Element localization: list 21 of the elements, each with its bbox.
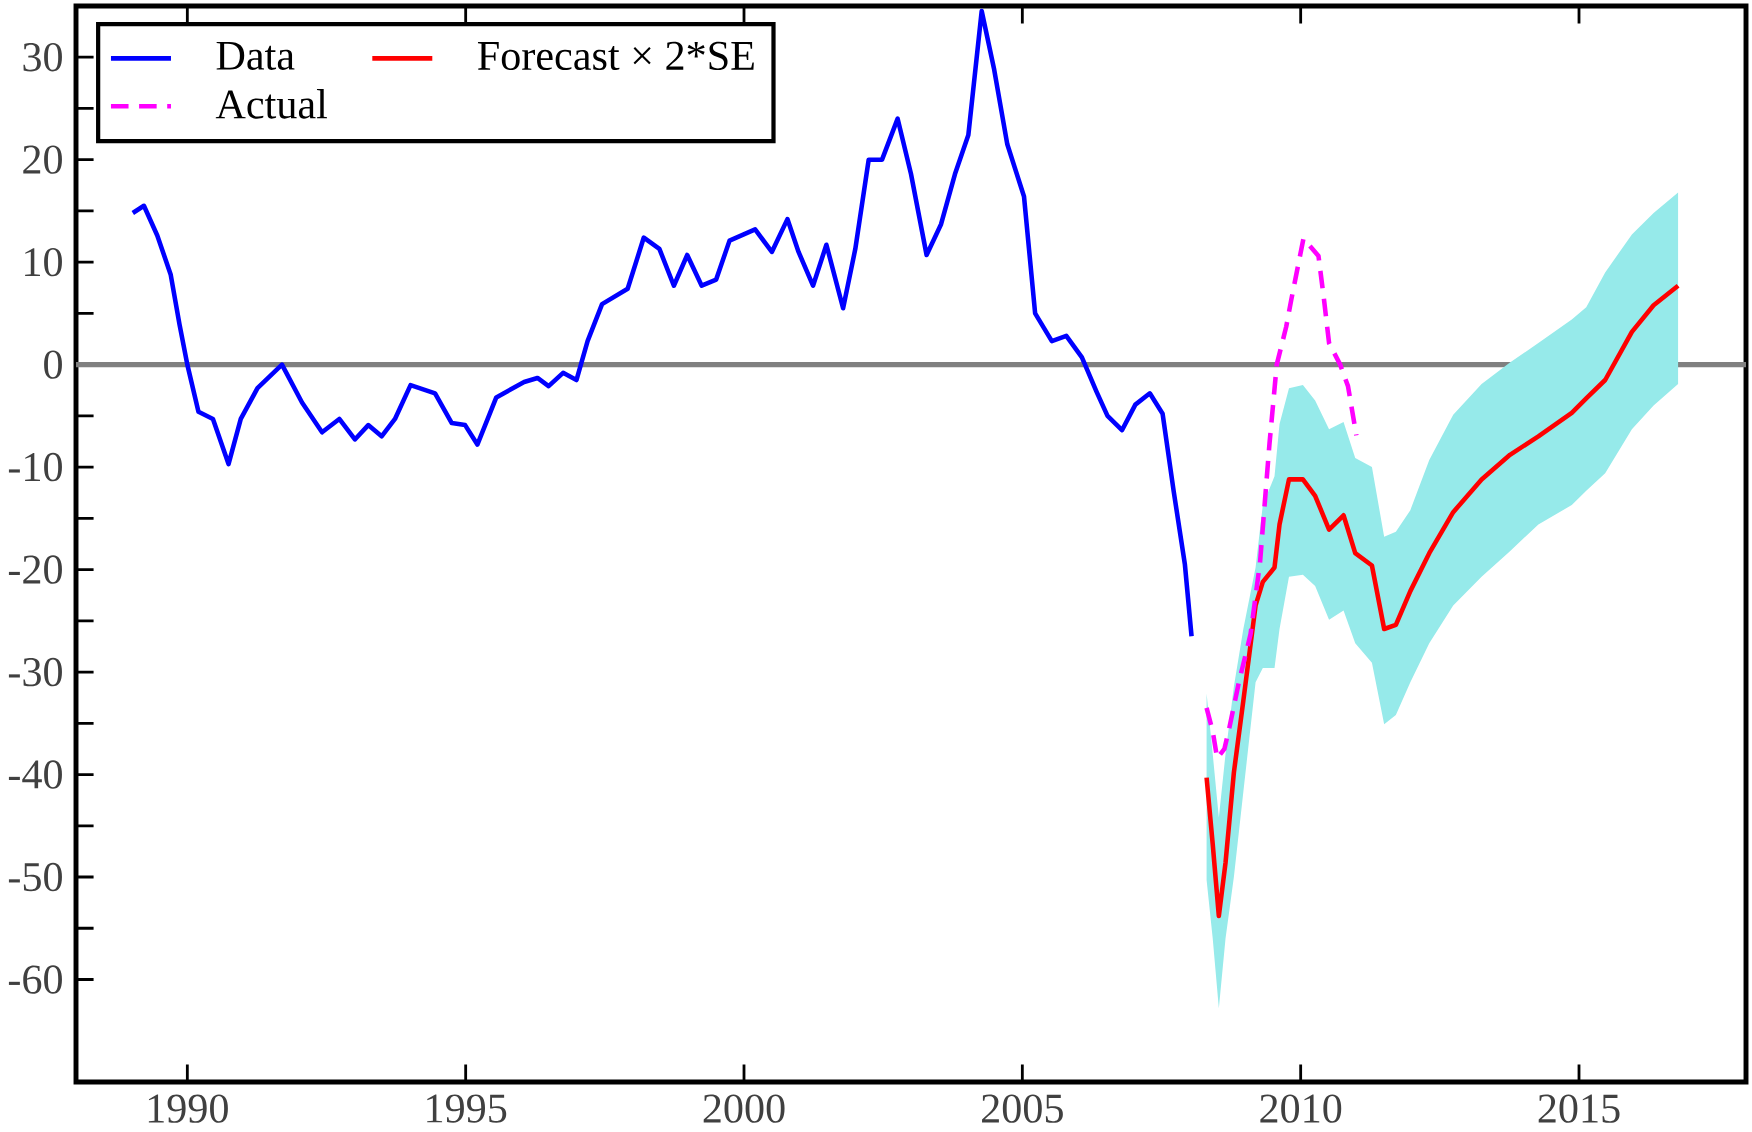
line-series bbox=[130, 8, 1194, 639]
y-tick-label: -40 bbox=[8, 760, 62, 789]
x-tick-label: 2010 bbox=[1260, 1094, 1342, 1123]
y-tick-label: 10 bbox=[25, 247, 62, 277]
x-tick-label: 2005 bbox=[982, 1094, 1063, 1123]
legend-label: Data bbox=[216, 41, 295, 70]
y-tick-label: 30 bbox=[23, 42, 62, 72]
y-tick-label: -10 bbox=[8, 452, 62, 482]
y-tick-label: 20 bbox=[23, 145, 62, 174]
y-tick-label: -60 bbox=[8, 965, 62, 994]
legend-label: Forecast × 2*SE bbox=[477, 41, 754, 71]
y-tick-label: -50 bbox=[8, 862, 62, 892]
legend-label: Actual bbox=[215, 89, 328, 119]
x-tick-label: 2000 bbox=[703, 1094, 785, 1123]
y-tick-label: -20 bbox=[8, 555, 62, 584]
x-tick-label: 1990 bbox=[148, 1094, 228, 1123]
y-tick-label: 0 bbox=[44, 350, 62, 379]
y-tick-label: -30 bbox=[8, 657, 62, 687]
x-tick-label: 2015 bbox=[1538, 1094, 1620, 1123]
x-tick-label: 1995 bbox=[427, 1094, 507, 1123]
line-series bbox=[1204, 283, 1681, 919]
